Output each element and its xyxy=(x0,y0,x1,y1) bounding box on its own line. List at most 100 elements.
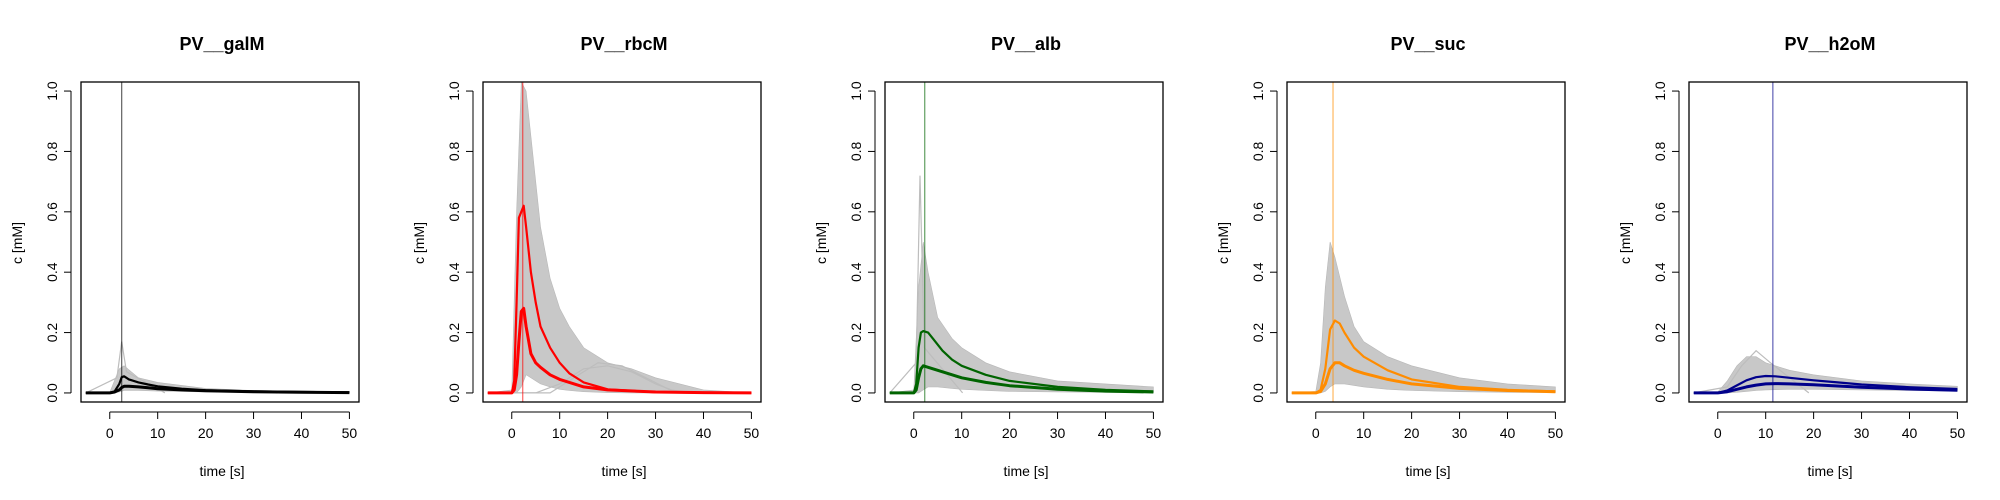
y-tick-label: 0.6 xyxy=(1652,202,1668,222)
x-tick-label: 30 xyxy=(648,425,664,441)
y-axis-label: c [mM] xyxy=(1215,222,1231,264)
x-tick-label: 50 xyxy=(744,425,760,441)
plot-frame xyxy=(1688,81,1968,403)
x-tick-label: 0 xyxy=(1312,425,1320,441)
x-tick-label: 20 xyxy=(600,425,616,441)
x-axis-label: time [s] xyxy=(1405,463,1450,479)
y-tick-label: 0.4 xyxy=(1652,262,1668,282)
x-tick-label: 10 xyxy=(1758,425,1774,441)
y-tick-label: 0.0 xyxy=(446,383,462,403)
x-tick-label: 50 xyxy=(1950,425,1966,441)
x-tick-label: 0 xyxy=(508,425,516,441)
panel-5: PV__h2oM time [s] c [mM] 0 10 20 30 40 50 0.0 0… xyxy=(1617,34,1968,479)
x-tick-label: 50 xyxy=(342,425,358,441)
upper-line xyxy=(889,330,1154,394)
mean-line xyxy=(889,364,1154,395)
y-tick-label: 0.2 xyxy=(446,323,462,343)
y-tick-label: 0.4 xyxy=(44,262,60,282)
sample-band xyxy=(85,365,350,394)
sample-line xyxy=(889,175,964,394)
panel-title: PV__rbcM xyxy=(580,34,667,54)
x-tick-label: 40 xyxy=(294,425,310,441)
mean-line xyxy=(1693,382,1958,395)
upper-line xyxy=(487,204,752,394)
x-axis-label: time [s] xyxy=(1003,463,1048,479)
y-tick-label: 0.8 xyxy=(44,141,60,161)
x-tick-label: 30 xyxy=(246,425,262,441)
x-tick-label: 20 xyxy=(1404,425,1420,441)
y-tick-label: 0.8 xyxy=(848,141,864,161)
x-axis-label: time [s] xyxy=(601,463,646,479)
panel-1: PV__galM time [s] c [mM] 0 10 20 30 40 50 0.0 0… xyxy=(9,34,360,479)
x-axis-label: time [s] xyxy=(199,463,244,479)
x-tick-label: 50 xyxy=(1146,425,1162,441)
sample-line xyxy=(1693,349,1810,394)
panel-title: PV__suc xyxy=(1390,34,1465,54)
upper-line xyxy=(85,375,350,394)
mean-line xyxy=(1291,361,1556,395)
y-tick-label: 0.2 xyxy=(44,323,60,343)
sample-band xyxy=(487,82,752,394)
panel-2: PV__rbcM time [s] c [mM] 0 10 20 30 40 50 0.0 0… xyxy=(411,34,762,479)
x-tick-label: 40 xyxy=(1098,425,1114,441)
y-tick-label: 0.6 xyxy=(1250,202,1266,222)
panel-title: PV__alb xyxy=(991,34,1061,54)
panel-3: PV__alb time [s] c [mM] 0 10 20 30 40 50 0.0 0.… xyxy=(813,34,1164,479)
y-tick-label: 0.2 xyxy=(1652,323,1668,343)
x-tick-label: 10 xyxy=(954,425,970,441)
y-axis-label: c [mM] xyxy=(1617,222,1633,264)
plot-frame xyxy=(80,81,360,403)
y-tick-label: 0.8 xyxy=(1250,141,1266,161)
x-tick-label: 0 xyxy=(910,425,918,441)
x-tick-label: 40 xyxy=(696,425,712,441)
x-tick-label: 10 xyxy=(552,425,568,441)
panel-4: PV__suc time [s] c [mM] 0 10 20 30 40 50 0.0 0.… xyxy=(1215,34,1566,479)
y-axis-label: c [mM] xyxy=(9,222,25,264)
y-tick-label: 1.0 xyxy=(446,81,462,101)
y-tick-label: 0.0 xyxy=(44,383,60,403)
plot-area xyxy=(487,82,752,402)
plot-area xyxy=(1291,82,1556,402)
x-axis-label: time [s] xyxy=(1807,463,1852,479)
y-axis-label: c [mM] xyxy=(813,222,829,264)
x-tick-label: 20 xyxy=(1002,425,1018,441)
y-tick-label: 0.6 xyxy=(44,202,60,222)
y-tick-label: 0.2 xyxy=(1250,323,1266,343)
plot-area xyxy=(889,82,1154,402)
y-tick-label: 0.6 xyxy=(848,202,864,222)
y-tick-label: 0.2 xyxy=(848,323,864,343)
x-tick-label: 30 xyxy=(1854,425,1870,441)
x-tick-label: 50 xyxy=(1548,425,1564,441)
x-tick-label: 0 xyxy=(106,425,114,441)
y-tick-label: 0.4 xyxy=(1250,262,1266,282)
x-tick-label: 20 xyxy=(1806,425,1822,441)
panel-title: PV__galM xyxy=(179,34,264,54)
x-tick-label: 20 xyxy=(198,425,214,441)
y-tick-label: 1.0 xyxy=(1652,81,1668,101)
y-tick-label: 1.0 xyxy=(1250,81,1266,101)
y-tick-label: 0.4 xyxy=(848,262,864,282)
panel-title: PV__h2oM xyxy=(1784,34,1875,54)
y-tick-label: 0.0 xyxy=(1250,383,1266,403)
y-tick-label: 0.4 xyxy=(446,262,462,282)
upper-line xyxy=(1291,319,1556,394)
x-tick-label: 30 xyxy=(1050,425,1066,441)
x-tick-label: 30 xyxy=(1452,425,1468,441)
y-tick-label: 1.0 xyxy=(848,81,864,101)
upper-line xyxy=(1693,374,1958,394)
x-tick-label: 0 xyxy=(1714,425,1722,441)
y-tick-label: 1.0 xyxy=(44,81,60,101)
plot-area xyxy=(1693,82,1958,402)
plot-frame xyxy=(482,81,762,403)
y-tick-label: 0.0 xyxy=(848,383,864,403)
plot-frame xyxy=(884,81,1164,403)
x-tick-label: 40 xyxy=(1902,425,1918,441)
y-axis-label: c [mM] xyxy=(411,222,427,264)
x-tick-label: 10 xyxy=(150,425,166,441)
y-tick-label: 0.6 xyxy=(446,202,462,222)
sample-band xyxy=(889,241,1154,394)
plot-area xyxy=(85,82,350,402)
y-tick-label: 0.8 xyxy=(446,141,462,161)
y-tick-label: 0.8 xyxy=(1652,141,1668,161)
